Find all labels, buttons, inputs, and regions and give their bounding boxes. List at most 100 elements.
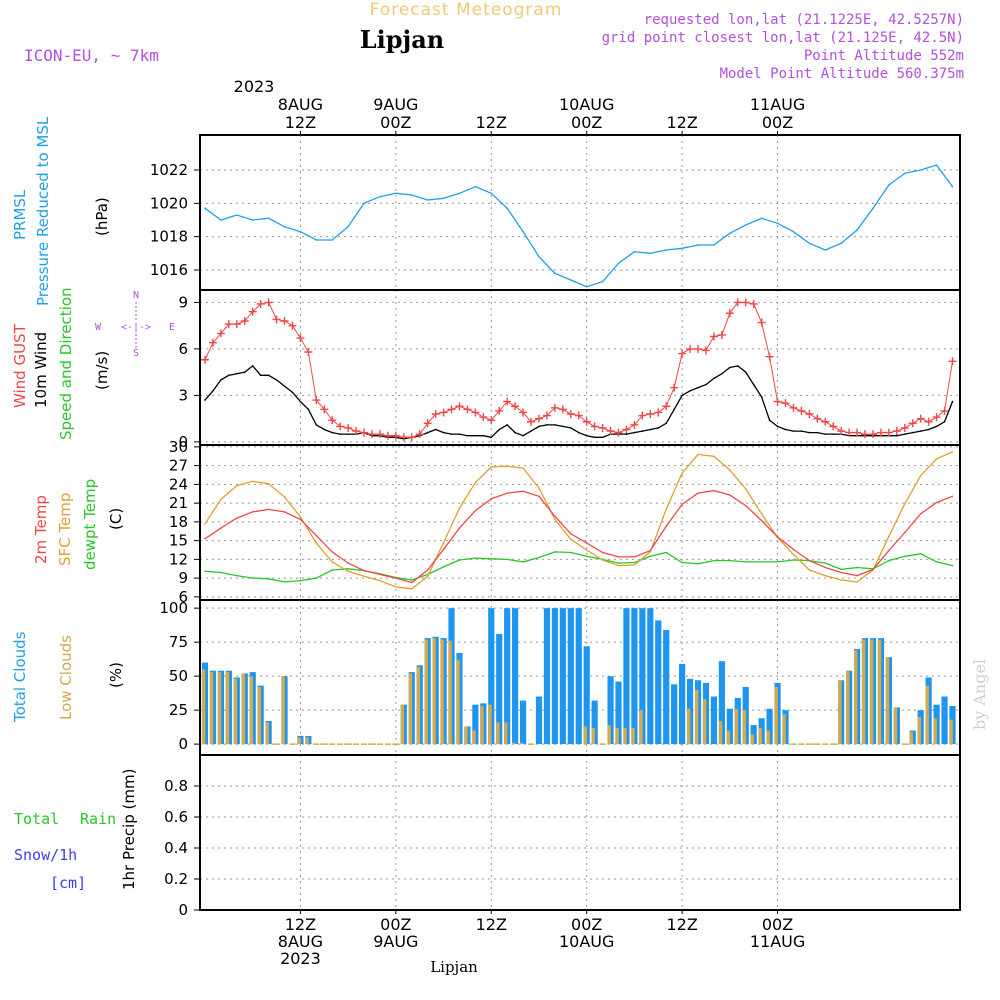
temp-2m-line-point bbox=[251, 511, 254, 513]
total-cloud-bar bbox=[543, 608, 551, 745]
total-cloud-bar bbox=[639, 608, 646, 745]
wind-line-point bbox=[267, 374, 270, 377]
low-cloud-bar bbox=[861, 639, 866, 745]
low-cloud-bar bbox=[877, 639, 882, 745]
gust-marker bbox=[916, 414, 925, 423]
wind-line-point bbox=[577, 431, 580, 434]
pressure-line-point bbox=[888, 184, 890, 186]
total-cloud-bar bbox=[726, 708, 733, 745]
location-title: Lipjan bbox=[360, 25, 444, 54]
temp-label-dewpt: dewpt Temp bbox=[81, 479, 99, 570]
wind-line-point bbox=[323, 428, 326, 431]
wind-line-point bbox=[927, 428, 930, 431]
wind-line-point bbox=[832, 433, 835, 435]
y-tick-label: 0.4 bbox=[164, 839, 188, 857]
sfc-temp-line-point bbox=[935, 457, 938, 460]
temp-2m-line-point bbox=[729, 494, 731, 496]
gust-marker bbox=[670, 383, 679, 392]
wind-line-point bbox=[729, 366, 731, 369]
pressure-line-point bbox=[299, 230, 302, 233]
pressure-line-point bbox=[729, 232, 731, 235]
gust-marker bbox=[614, 428, 623, 437]
panels: 1016101810201022036969121518212427300255… bbox=[150, 134, 961, 919]
temp-2m-line-point bbox=[569, 532, 572, 535]
cloud-labels: Total Clouds Low Clouds (%) bbox=[11, 631, 125, 723]
pressure-line-point bbox=[617, 262, 620, 265]
temp-2m-line-point bbox=[903, 531, 906, 534]
gust-marker bbox=[686, 344, 695, 353]
total-cloud-bar bbox=[559, 608, 566, 745]
dewpt-line-point bbox=[315, 577, 318, 579]
gust-marker bbox=[558, 405, 567, 414]
low-cloud-bar bbox=[400, 704, 405, 745]
low-cloud-bar bbox=[742, 710, 747, 745]
wind-line-point bbox=[331, 431, 334, 434]
grid-point-coords: grid point closest lon,lat (21.125E, 42.… bbox=[602, 30, 964, 46]
gust-marker bbox=[439, 408, 448, 417]
dewpt-line-point bbox=[474, 557, 477, 559]
wind-line-point bbox=[943, 420, 946, 423]
low-cloud-bar bbox=[297, 737, 301, 745]
gust-marker bbox=[304, 348, 313, 356]
pressure-line-point bbox=[872, 207, 874, 210]
pressure-line-point bbox=[395, 192, 397, 195]
gust-marker bbox=[940, 406, 949, 415]
wind-line-point bbox=[275, 379, 278, 381]
sfc-temp-line-point bbox=[840, 579, 842, 581]
low-cloud-bar bbox=[885, 657, 890, 745]
low-cloud-bar bbox=[305, 737, 309, 745]
wind-line bbox=[204, 365, 954, 440]
low-cloud-bar bbox=[639, 710, 643, 745]
dewpt-line-point bbox=[458, 559, 461, 561]
temp-2m-line-point bbox=[347, 562, 349, 564]
dewpt-line-point bbox=[919, 552, 922, 555]
low-cloud-bar bbox=[694, 689, 699, 745]
pressure-line-point bbox=[474, 185, 477, 188]
dewpt-line-point bbox=[713, 559, 715, 562]
bottom-time-label: 9AUG bbox=[373, 932, 418, 951]
pressure-label-prmsl: PRMSL bbox=[11, 189, 29, 240]
top-time-label: 00Z bbox=[380, 113, 411, 132]
gust-marker bbox=[463, 405, 472, 414]
total-cloud-bar bbox=[496, 633, 503, 745]
pressure-line-point bbox=[840, 242, 842, 245]
pressure-line-point bbox=[903, 172, 906, 175]
pressure-labels: PRMSL Pressure Reduced to MSL (hPa) bbox=[11, 116, 111, 306]
gust-marker bbox=[447, 405, 456, 414]
pressure-line-point bbox=[363, 202, 365, 205]
wind-line-point bbox=[514, 431, 516, 434]
top-time-label: 00Z bbox=[762, 113, 793, 132]
dewpt-line-point bbox=[554, 551, 556, 553]
sfc-temp-line-point bbox=[569, 538, 572, 541]
gust-marker bbox=[272, 315, 281, 324]
total-cloud-bar bbox=[941, 696, 948, 745]
low-cloud-bar bbox=[925, 685, 929, 745]
temp-2m-line-point bbox=[442, 548, 445, 551]
top-time-label: 11AUG bbox=[750, 95, 805, 114]
sfc-temp-line-point bbox=[633, 564, 636, 566]
temp-2m-line-point bbox=[919, 512, 922, 515]
bottom-time-label: 12Z bbox=[285, 915, 316, 934]
temperature-labels: 2m Temp SFC Temp dewpt Temp (C) bbox=[32, 479, 125, 570]
top-time-label: 12Z bbox=[666, 113, 697, 132]
wind-line-point bbox=[562, 425, 564, 428]
gust-marker bbox=[471, 408, 480, 417]
low-cloud-bar bbox=[615, 727, 619, 745]
y-tick-label: 1016 bbox=[150, 261, 188, 279]
dewpt-line-point bbox=[760, 561, 763, 563]
bottom-time-label: 12Z bbox=[476, 915, 507, 934]
gust-marker bbox=[455, 402, 464, 411]
gust-marker bbox=[924, 417, 933, 426]
y-tick-label: 15 bbox=[169, 532, 188, 550]
total-cloud-bar bbox=[512, 608, 519, 745]
y-tick-label: 27 bbox=[169, 457, 188, 475]
sfc-temp-line-point bbox=[649, 551, 652, 553]
wind-line-point bbox=[593, 436, 596, 439]
sfc-temp-line-point bbox=[951, 451, 954, 453]
wind-line-point bbox=[784, 428, 787, 431]
footer-location: Lipjan bbox=[430, 958, 478, 976]
pressure-line-point bbox=[951, 185, 954, 188]
temp-2m-line-point bbox=[601, 551, 604, 554]
temp-2m-line-point bbox=[792, 548, 795, 551]
gust-marker bbox=[868, 430, 877, 439]
